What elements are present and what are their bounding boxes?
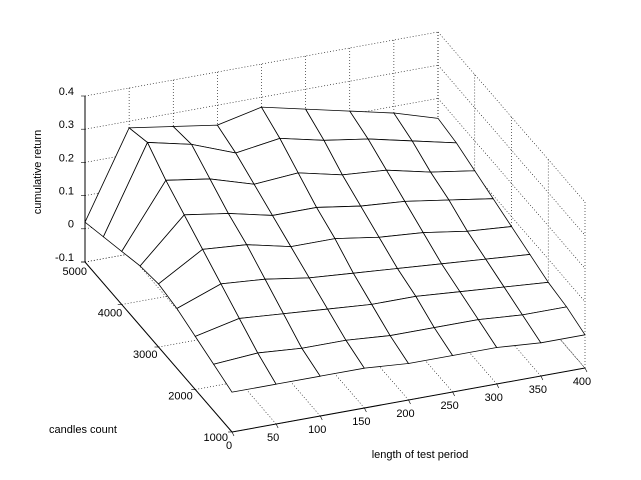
x-tick — [540, 375, 544, 381]
z-axis-label: cumulative return — [32, 130, 44, 214]
y-tick-label: 2000 — [168, 390, 192, 402]
x-axis-label: length of test period — [372, 449, 469, 461]
z-tick-label: 0.1 — [59, 186, 74, 198]
z-tick-label: 0.3 — [59, 119, 74, 131]
y-tick-label: 1000 — [204, 432, 228, 444]
x-tick-label: 350 — [529, 384, 547, 396]
surface-patch — [521, 306, 586, 344]
x-tick — [496, 383, 500, 389]
y-axis-label: candles count — [49, 424, 117, 436]
z-tick-label: 0 — [68, 219, 74, 231]
x-tick — [452, 391, 455, 397]
z-tick-label: -0.1 — [55, 252, 74, 264]
x-tick-label: 50 — [267, 432, 279, 444]
z-tick-label: 0.4 — [59, 86, 74, 98]
x-tick — [408, 399, 411, 405]
x-tick-label: 200 — [396, 408, 414, 420]
y-tick-label: 3000 — [133, 349, 157, 361]
x-tick — [231, 431, 235, 437]
x-tick-label: 150 — [352, 416, 370, 428]
x-tick — [319, 415, 323, 421]
y-tick-label: 5000 — [63, 266, 87, 278]
x-tick — [584, 367, 588, 373]
x-tick — [364, 407, 367, 413]
x-tick — [275, 423, 279, 429]
z-tick-label: 0.2 — [59, 152, 74, 164]
x-tick-label: 250 — [440, 400, 458, 412]
y-tick-label: 4000 — [98, 307, 122, 319]
x-tick-label: 400 — [573, 376, 591, 388]
x-tick-label: 300 — [485, 392, 503, 404]
x-tick-label: 0 — [226, 440, 232, 452]
x-tick-label: 100 — [308, 424, 326, 436]
